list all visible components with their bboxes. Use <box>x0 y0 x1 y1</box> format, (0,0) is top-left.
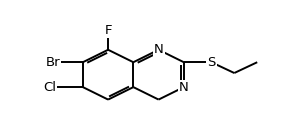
Text: S: S <box>207 56 215 69</box>
Text: F: F <box>104 24 112 37</box>
Text: Cl: Cl <box>43 81 56 94</box>
Text: N: N <box>154 43 163 56</box>
Text: N: N <box>179 81 189 94</box>
Text: Br: Br <box>46 56 60 69</box>
